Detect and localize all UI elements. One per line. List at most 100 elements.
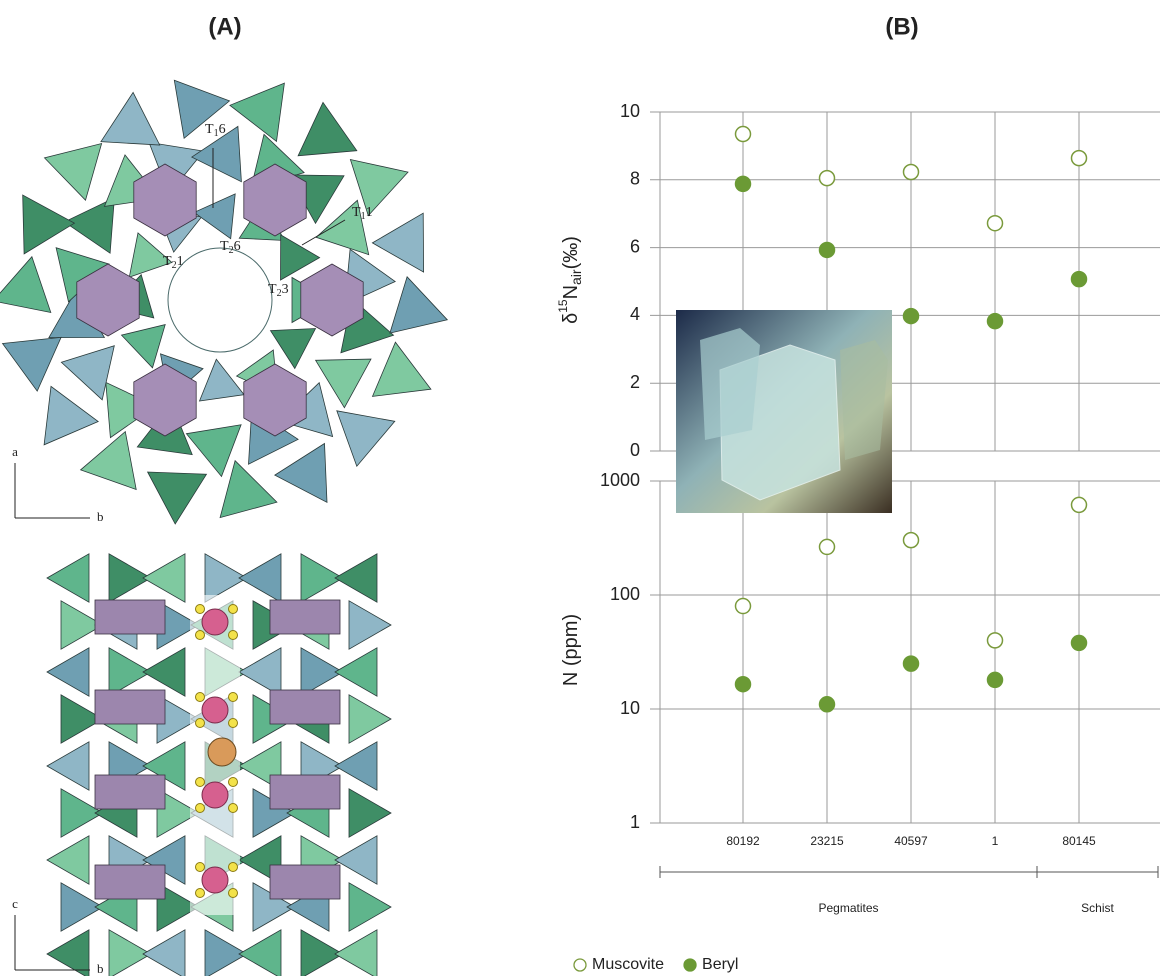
water (228, 718, 238, 728)
octahedron (133, 163, 197, 237)
tetrahedron (108, 553, 152, 603)
tetrahedron (173, 79, 231, 140)
octahedron (269, 599, 341, 635)
cation (201, 696, 229, 724)
data-point (1070, 496, 1088, 514)
tetrahedron (43, 142, 103, 201)
tetrahedron (348, 694, 392, 744)
tetrahedron (204, 929, 248, 976)
tetrahedron (79, 430, 137, 491)
tetrahedron (334, 647, 378, 697)
y-tick-label: 100 (610, 584, 640, 604)
y-tick-label: 1000 (600, 470, 640, 490)
tetrahedron (146, 471, 208, 525)
tetrahedron (1, 336, 62, 392)
water (195, 718, 205, 728)
tetrahedron (334, 929, 378, 976)
data-point (1070, 634, 1088, 652)
data-point (986, 312, 1004, 330)
data-point (902, 163, 920, 181)
cation (201, 608, 229, 636)
tetrahedron (300, 929, 344, 976)
water (195, 604, 205, 614)
panel-label: (A) (208, 13, 241, 40)
tetrahedron (238, 647, 282, 697)
water (228, 862, 238, 872)
tetrahedron (371, 212, 425, 273)
y-axis-label-part: N (ppm) (560, 614, 582, 686)
tetrahedron (120, 324, 166, 369)
tetrahedron (46, 929, 90, 976)
data-point (818, 241, 836, 259)
water (228, 604, 238, 614)
tetrahedron (334, 835, 378, 885)
tetrahedron (43, 385, 99, 446)
channel (167, 247, 273, 353)
tetrahedron (269, 328, 317, 370)
octahedron (243, 363, 307, 437)
y-tick-label: 10 (620, 101, 640, 121)
site-label: T11 (352, 205, 373, 222)
site-label-part: T (268, 282, 277, 297)
data-point (734, 675, 752, 693)
tetrahedron (314, 358, 372, 409)
tetrahedron (142, 647, 186, 697)
tetrahedron (191, 125, 242, 183)
tetrahedron (198, 358, 245, 402)
tetrahedron (156, 882, 200, 932)
group-label: Pegmatites (818, 901, 878, 915)
tetrahedron (238, 929, 282, 976)
site-label-part: 6 (234, 239, 241, 254)
tetrahedron (142, 929, 186, 976)
site-label-part: T (163, 254, 172, 269)
tetrahedron (60, 788, 104, 838)
data-point (734, 125, 752, 143)
tetrahedron (60, 345, 115, 401)
data-point (986, 671, 1004, 689)
water (228, 803, 238, 813)
tetrahedron (0, 255, 52, 314)
tetrahedron (100, 91, 161, 146)
site-label-part: T (352, 205, 361, 220)
site-label-part: 6 (219, 122, 226, 137)
x-tick-label: 80192 (726, 834, 760, 848)
tetrahedron (63, 197, 115, 254)
cation (201, 781, 229, 809)
octahedron (133, 363, 197, 437)
octahedron (94, 599, 166, 635)
water (228, 692, 238, 702)
inset-crystal (700, 328, 760, 440)
octahedron (94, 774, 166, 810)
data-point (818, 169, 836, 187)
octahedron (269, 864, 341, 900)
tetrahedron (349, 158, 409, 217)
tetrahedron (300, 647, 344, 697)
tetrahedron (389, 276, 449, 334)
panel-label: (B) (885, 13, 918, 40)
data-point (818, 696, 836, 713)
tetrahedron (315, 199, 370, 256)
tetrahedron (108, 929, 152, 976)
y-axis-label: δ15Nair(‰) (556, 236, 584, 324)
tetrahedron (280, 234, 321, 281)
y-tick-label: 2 (630, 372, 640, 392)
tetrahedron (204, 553, 248, 603)
tetrahedron (238, 553, 282, 603)
tetrahedron (274, 442, 328, 503)
cation (201, 866, 229, 894)
tetrahedron (334, 553, 378, 603)
axis-letter: b (97, 961, 104, 976)
chart: 0 2 4 6 8 10 δ15Nair(‰) 1 10 100 1000 N (ppm) 80192 2… (556, 101, 1160, 973)
cation (207, 737, 237, 767)
tetrahedron (46, 741, 90, 791)
legend-label: Beryl (702, 956, 738, 973)
tetrahedron (156, 788, 200, 838)
group-label: Schist (1081, 901, 1114, 915)
water (228, 888, 238, 898)
y-axis-label-part: (‰) (560, 236, 582, 269)
water (195, 692, 205, 702)
site-label-part: 3 (282, 282, 289, 297)
tetrahedron (193, 193, 236, 240)
site-label-part: 1 (361, 211, 366, 222)
